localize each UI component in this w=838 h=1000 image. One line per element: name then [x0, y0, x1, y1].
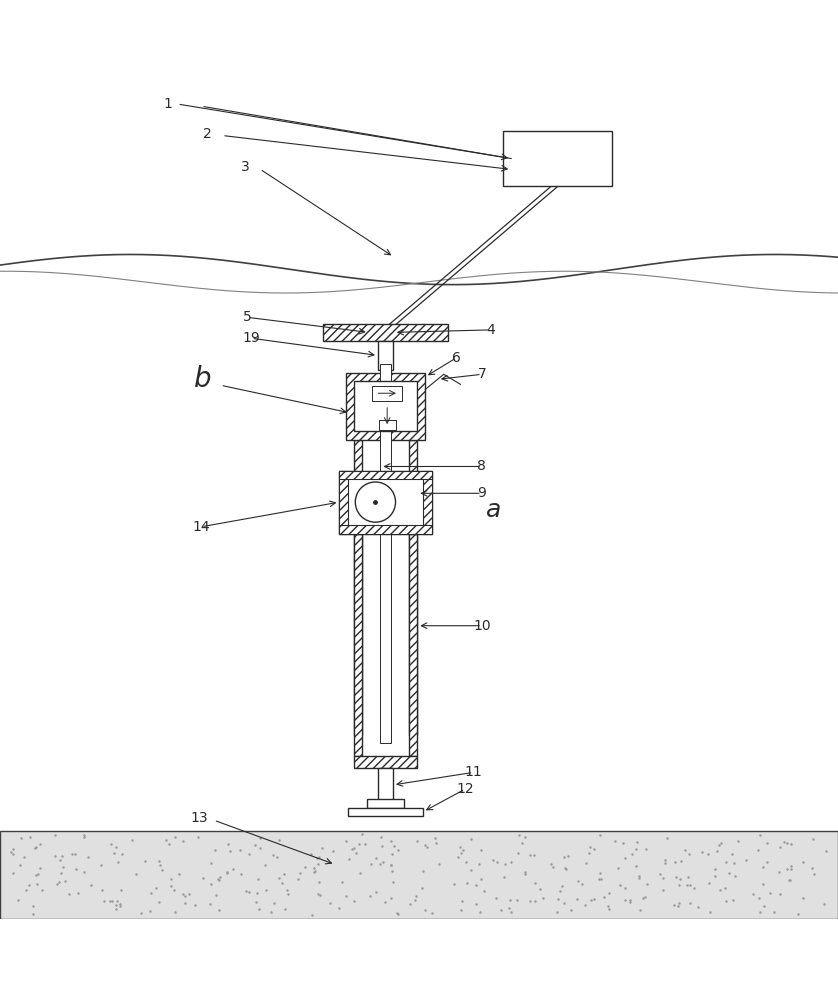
Text: b: b — [194, 365, 212, 393]
Text: 11: 11 — [464, 765, 483, 779]
Bar — [339, 471, 432, 479]
Text: 12: 12 — [456, 782, 474, 796]
Bar — [367, 799, 404, 808]
Text: 9: 9 — [478, 486, 486, 500]
Bar — [348, 808, 423, 816]
Bar — [339, 471, 348, 534]
Bar — [354, 440, 362, 735]
Text: 5: 5 — [243, 310, 251, 324]
Text: 13: 13 — [190, 811, 209, 825]
Bar — [503, 131, 612, 186]
Text: 7: 7 — [478, 367, 486, 381]
Text: 10: 10 — [473, 619, 491, 633]
Text: 6: 6 — [453, 351, 461, 365]
Text: 1: 1 — [163, 97, 172, 111]
Bar — [378, 768, 393, 802]
Bar — [380, 364, 391, 743]
Text: 4: 4 — [486, 323, 494, 337]
Bar — [354, 534, 362, 756]
Bar — [378, 341, 393, 370]
Text: 19: 19 — [242, 331, 261, 345]
Text: 3: 3 — [241, 160, 250, 174]
Bar — [372, 386, 402, 401]
Text: 14: 14 — [192, 520, 210, 534]
Circle shape — [355, 482, 396, 522]
Bar — [423, 471, 432, 534]
Text: 8: 8 — [478, 459, 486, 473]
Bar — [409, 440, 417, 735]
Bar — [354, 381, 417, 431]
Bar — [354, 756, 417, 768]
Bar — [346, 373, 426, 440]
Bar — [362, 534, 409, 756]
Text: 2: 2 — [204, 127, 212, 141]
Bar — [409, 534, 417, 756]
Bar — [339, 471, 432, 534]
Bar — [379, 420, 396, 430]
Bar — [0, 831, 838, 919]
Bar — [362, 440, 409, 735]
Bar — [323, 324, 448, 341]
Text: a: a — [486, 498, 501, 522]
Bar — [339, 525, 432, 534]
